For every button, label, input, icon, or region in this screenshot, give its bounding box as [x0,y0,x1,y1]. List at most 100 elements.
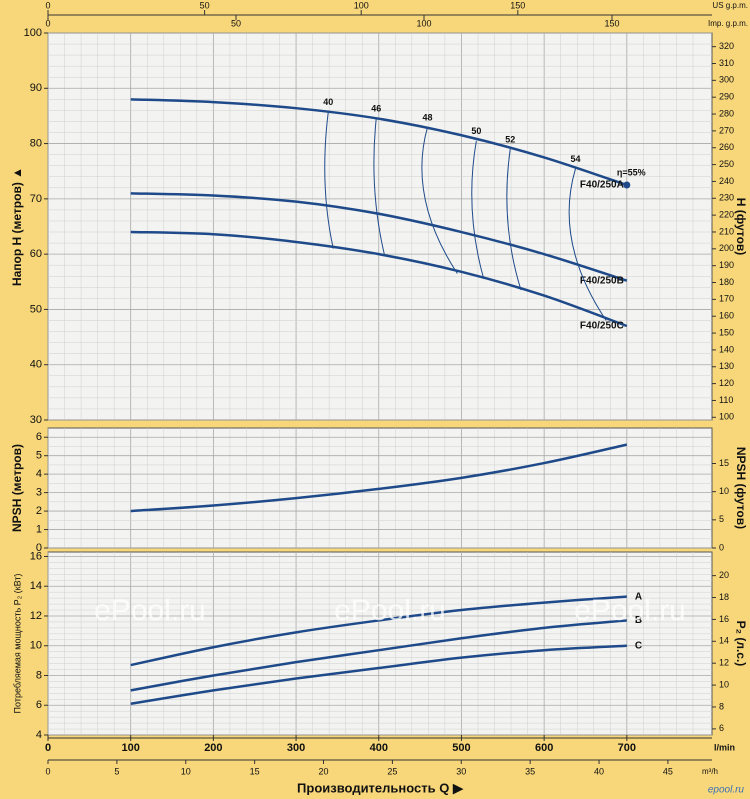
watermark: ePool.ru [574,594,686,627]
x-axis-unit: l/min [714,742,735,752]
watermark: ePool.ru [334,594,446,627]
y2-tick-label: 120 [719,378,734,388]
series-label: B [635,615,642,626]
y2-axis-title: P₂ (л.с.) [734,621,748,667]
y-tick-label: 90 [30,82,42,94]
watermark: ePool.ru [94,594,206,627]
top-tick-label: 50 [231,18,241,28]
curve [130,443,628,513]
y2-tick-label: 280 [719,108,734,118]
y2-tick-label: 220 [719,210,734,220]
y-tick-label: 8 [36,669,42,681]
y2-tick-label: 300 [719,75,734,85]
efficiency-curve [421,126,458,274]
top-tick-label: 150 [604,18,619,28]
m3h-tick-label: 45 [663,766,673,776]
efficiency-point-label: η=55% [617,167,646,177]
y2-axis-title: NPSH (футов) [734,447,748,529]
m3h-tick-label: 40 [594,766,604,776]
y-tick-label: 100 [24,27,42,39]
y-tick-label: 50 [30,303,42,315]
plot-area [47,32,713,421]
efficiency-label: 48 [423,112,433,122]
y2-tick-label: 15 [719,458,729,468]
curve [130,595,627,667]
efficiency-label: 40 [323,97,333,107]
y2-tick-label: 270 [719,125,734,135]
y-tick-label: 6 [36,431,42,443]
x-tick-label: 700 [618,742,636,754]
series-label: F40/250B [580,275,624,286]
y2-tick-label: 6 [719,723,724,733]
top-axis-unit: US g.p.m. [712,1,748,10]
curve [130,619,627,692]
efficiency-label: 50 [471,126,481,136]
y2-tick-label: 310 [719,58,734,68]
x-tick-label: 300 [287,742,305,754]
y2-tick-label: 170 [719,294,734,304]
y-tick-label: 16 [30,550,42,562]
m3h-tick-label: 5 [114,766,119,776]
efficiency-curve [471,140,485,280]
y-tick-label: 12 [30,610,42,622]
m3h-tick-label: 0 [45,766,50,776]
y-tick-label: 1 [36,523,42,535]
y-tick-label: 60 [30,248,42,260]
efficiency-label: 46 [371,104,381,114]
y2-tick-label: 180 [719,277,734,287]
m3h-tick-label: 35 [525,766,535,776]
efficiency-curve [506,149,522,291]
x-tick-label: 600 [535,742,553,754]
y2-tick-label: 18 [719,592,729,602]
y2-tick-label: 250 [719,159,734,169]
y2-tick-label: 230 [719,193,734,203]
y-tick-label: 70 [30,193,42,205]
m3h-tick-label: 25 [387,766,397,776]
curve [130,644,627,705]
top-tick-label: 100 [416,18,431,28]
y2-tick-label: 10 [719,486,729,496]
logo: epool.ru [708,785,745,796]
y-tick-label: 3 [36,487,42,499]
x-axis-title: Производительность Q ▶ [297,780,464,795]
top-axis-unit: Imp. g.p.m. [708,19,748,28]
m3h-tick-label: 30 [456,766,466,776]
y2-tick-label: 240 [719,176,734,186]
y-tick-label: 4 [36,468,42,480]
m3h-tick-label: 10 [181,766,191,776]
y-tick-label: 10 [30,640,42,652]
y2-tick-label: 260 [719,142,734,152]
y2-tick-label: 0 [719,542,724,552]
y-tick-label: 2 [36,505,42,517]
y2-tick-label: 150 [719,327,734,337]
y2-tick-label: 290 [719,92,734,102]
series-label: A [635,591,642,602]
x-tick-label: 400 [370,742,388,754]
efficiency-curve [568,168,607,321]
y-tick-label: 40 [30,359,42,371]
y2-tick-label: 16 [719,614,729,624]
y-axis-title: NPSH (метров) [10,444,24,532]
y2-tick-label: 8 [719,701,724,711]
top-tick-label: 0 [45,18,50,28]
y-tick-label: 4 [36,729,42,741]
y2-tick-label: 110 [719,395,733,405]
m3h-unit: m³/h [702,767,718,776]
y2-axis-title: H (футов) [734,198,748,256]
top-tick-label: 0 [45,0,50,10]
y2-tick-label: 140 [719,344,734,354]
y2-tick-label: 20 [719,570,729,580]
y2-tick-label: 100 [719,412,734,422]
efficiency-curve [373,118,386,256]
top-tick-label: 150 [510,0,525,10]
y-tick-label: 0 [36,542,42,554]
y-axis-title: Напор H (метров) ▲ [10,167,24,286]
y2-tick-label: 160 [719,311,734,321]
top-tick-label: 50 [200,0,210,10]
curve [130,192,628,282]
x-tick-label: 500 [452,742,470,754]
y2-tick-label: 10 [719,679,729,689]
y2-tick-label: 12 [719,658,729,668]
